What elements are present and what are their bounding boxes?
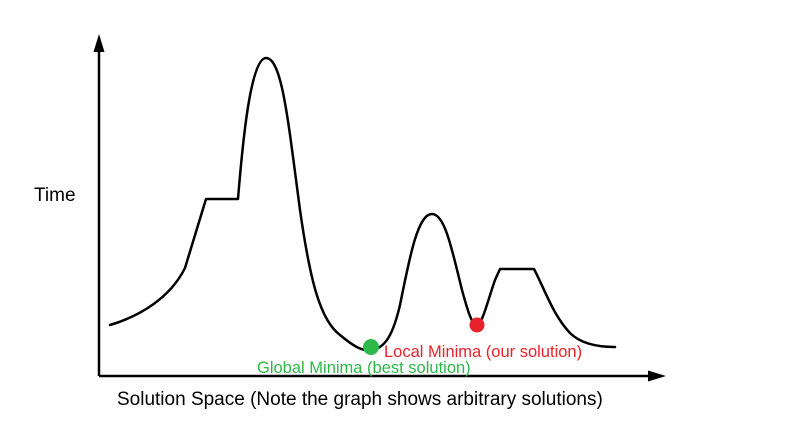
global-minima-label: Global Minima (best solution) [257,359,471,377]
solution-landscape-curve [108,56,617,352]
y-axis-label: Time [34,185,76,206]
y-axis-arrow-icon [93,34,105,52]
local-minima-dot [469,317,485,333]
x-axis-label: Solution Space (Note the graph shows arb… [117,389,603,410]
global-minima-dot [363,339,379,355]
x-axis-arrow-icon [648,370,666,382]
local-minima-label: Local Minima (our solution) [384,343,582,361]
